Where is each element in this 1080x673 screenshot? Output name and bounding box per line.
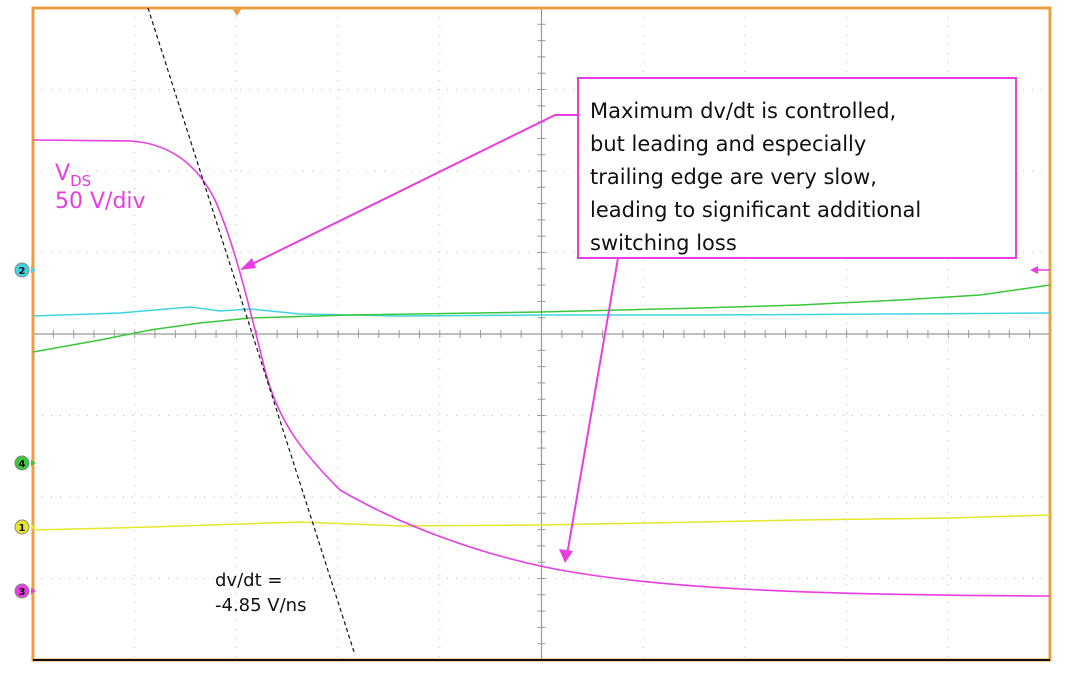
callout-text: Maximum dv/dt is controlled, but leading … (590, 99, 921, 255)
callout-line: switching loss (590, 231, 737, 255)
trace-ch2 (32, 306, 1051, 317)
callout-line: trailing edge are very slow, (590, 165, 877, 189)
trace-name: V (55, 161, 70, 186)
slope-line-text: dv/dt = (215, 570, 282, 591)
slope-line (147, 7, 356, 656)
callout-box (577, 77, 1017, 259)
callout-line: leading to significant additional (590, 198, 921, 222)
channel-arrow (31, 524, 36, 530)
trace-scale: 50 V/div (55, 189, 146, 214)
channel-arrow (31, 267, 36, 273)
slope-text: dv/dt = -4.85 V/ns (215, 570, 306, 616)
trace-ch4 (32, 284, 1051, 353)
callout-line: Maximum dv/dt is controlled, (590, 99, 896, 123)
callout-arrow (566, 257, 619, 556)
channel-number: 4 (19, 459, 26, 470)
trace-ch1 (32, 514, 1051, 531)
trigger-marker (232, 8, 242, 16)
slope-line-text: -4.85 V/ns (215, 595, 306, 616)
arrow-head (240, 258, 256, 270)
callout-arrow (243, 114, 578, 269)
ref-marker (1030, 266, 1038, 274)
trace-subscript: DS (70, 172, 91, 190)
channel-markers: 2 4 1 3 (14, 262, 36, 599)
channel-arrow (31, 460, 36, 466)
channel-marker (14, 455, 30, 471)
trace-label: VDS (55, 161, 91, 190)
channel-number: 2 (19, 266, 26, 277)
channel-marker (14, 519, 30, 535)
trace-vds (32, 139, 1051, 597)
channel-marker (14, 583, 30, 599)
channel-number: 1 (19, 523, 26, 534)
channel-marker (14, 262, 30, 278)
channel-arrow (31, 588, 36, 594)
arrow-head (559, 549, 573, 563)
callout-line: but leading and especially (590, 132, 866, 156)
channel-number: 3 (19, 587, 26, 598)
